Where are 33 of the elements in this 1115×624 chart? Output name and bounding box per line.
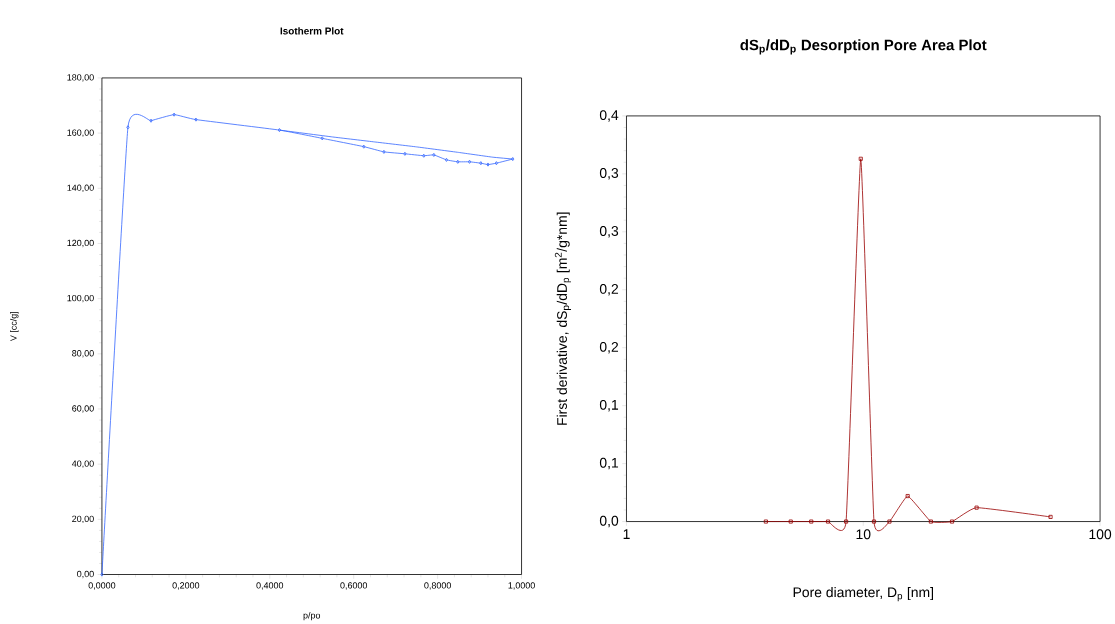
y-tick-label: 60,00 <box>72 405 94 413</box>
y-tick-label: 0,0 <box>599 515 619 528</box>
y-tick-label: 80,00 <box>72 350 94 358</box>
x-tick-label: 0,4000 <box>256 582 284 590</box>
y-axis-title: V [cc/g] <box>10 312 19 342</box>
x-tick-label: 1 <box>623 529 630 540</box>
y-tick-label: 0,2 <box>599 284 619 296</box>
y-tick-label: 180,00 <box>67 74 94 82</box>
y-tick-label: 40,00 <box>71 460 94 469</box>
x-tick-label: 0,0000 <box>88 582 116 590</box>
y-tick-label: 0,1 <box>599 458 619 470</box>
y-tick-label: 20,00 <box>72 515 94 524</box>
chart-title: Isotherm Plot <box>280 27 344 35</box>
y-tick-label: 0,1 <box>599 400 619 412</box>
x-tick-label: 10 <box>856 529 871 540</box>
y-tick-label: 120,00 <box>67 239 94 248</box>
x-tick-label: 1,0000 <box>508 582 535 590</box>
x-tick-label: 0,6000 <box>340 582 368 590</box>
y-tick-label: 0,3 <box>599 168 619 180</box>
x-axis-title: Pore diameter, D$_{p}$ [nm] <box>793 587 933 602</box>
y-tick-label: 160,00 <box>67 129 94 137</box>
y-tick-label: 0,3 <box>599 226 619 238</box>
x-axis-title: p/po <box>303 612 321 621</box>
y-tick-label: 140,00 <box>67 184 94 193</box>
y-tick-label: 0,4 <box>599 110 619 122</box>
x-tick-label: 100 <box>1089 529 1112 540</box>
x-tick-label: 0,8000 <box>424 582 451 590</box>
y-tick-label: 100,00 <box>67 295 94 303</box>
y-axis-title: First derivative, dS$_{p}$/dD$_{p}$ [m$^{2}$/g*nm] <box>554 212 572 425</box>
x-tick-label: 0,2000 <box>172 582 200 590</box>
y-tick-label: 0,00 <box>77 570 94 579</box>
chart-title: dS$_{p}$/dD$_{p}$ Desorption Pore Area Plot <box>740 39 987 55</box>
y-tick-label: 0,2 <box>599 342 619 354</box>
